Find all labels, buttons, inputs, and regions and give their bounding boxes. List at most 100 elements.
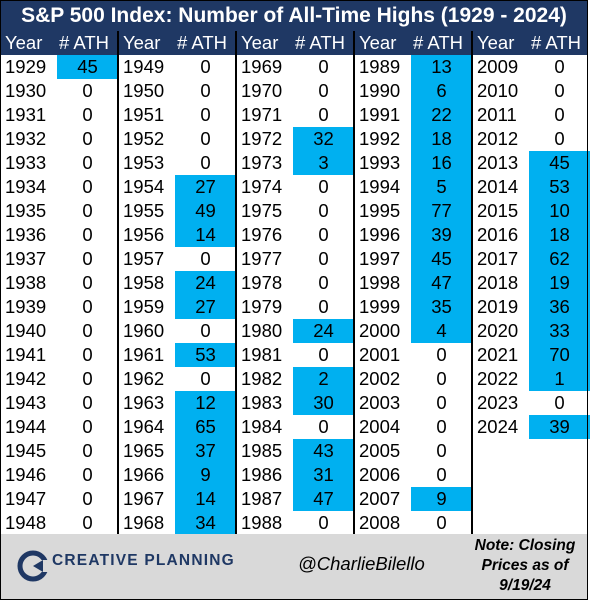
ath-value-cell: 47 bbox=[313, 488, 334, 509]
ath-value-cell: 0 bbox=[318, 176, 329, 197]
ath-highlight-bar bbox=[529, 247, 590, 271]
ath-highlight-bar bbox=[175, 175, 236, 199]
year-cell: 1945 bbox=[5, 440, 47, 461]
ath-value-cell: 37 bbox=[195, 440, 216, 461]
ath-highlight-bar bbox=[175, 415, 236, 439]
ath-highlight-bar bbox=[293, 367, 354, 391]
year-cell: 1958 bbox=[123, 272, 165, 293]
ath-highlight-bar bbox=[293, 319, 354, 343]
ath-highlight-bar bbox=[529, 271, 590, 295]
year-cell: 1929 bbox=[5, 56, 47, 77]
ath-value-cell: 39 bbox=[549, 416, 570, 437]
ath-highlight-bar bbox=[411, 247, 472, 271]
year-cell: 1949 bbox=[123, 56, 165, 77]
year-cell: 2006 bbox=[359, 464, 401, 485]
ath-value-cell: 24 bbox=[313, 320, 334, 341]
ath-value-cell: 0 bbox=[82, 416, 93, 437]
year-cell: 1968 bbox=[123, 512, 165, 533]
year-cell: 2020 bbox=[477, 320, 519, 341]
ath-value-cell: 0 bbox=[82, 80, 93, 101]
author-handle: @CharlieBilello bbox=[298, 553, 425, 574]
ath-highlight-bar bbox=[411, 295, 472, 319]
year-cell: 2005 bbox=[359, 440, 401, 461]
year-cell: 1946 bbox=[5, 464, 47, 485]
ath-value-cell: 9 bbox=[436, 488, 447, 509]
ath-value-cell: 13 bbox=[431, 56, 452, 77]
ath-highlight-bar bbox=[529, 175, 590, 199]
column-divider bbox=[117, 31, 119, 534]
ath-highlight-bar bbox=[175, 463, 236, 487]
header-ath: # ATH bbox=[531, 32, 582, 53]
year-cell: 2019 bbox=[477, 296, 519, 317]
ath-value-cell: 49 bbox=[195, 200, 216, 221]
ath-value-cell: 6 bbox=[436, 80, 447, 101]
year-cell: 1966 bbox=[123, 464, 165, 485]
ath-value-cell: 14 bbox=[195, 224, 216, 245]
year-cell: 1950 bbox=[123, 80, 165, 101]
year-cell: 1953 bbox=[123, 152, 165, 173]
ath-highlight-bar bbox=[175, 199, 236, 223]
ath-value-cell: 0 bbox=[82, 152, 93, 173]
ath-value-cell: 0 bbox=[82, 368, 93, 389]
year-cell: 1975 bbox=[241, 200, 283, 221]
year-cell: 1944 bbox=[5, 416, 47, 437]
ath-value-cell: 0 bbox=[318, 272, 329, 293]
ath-value-cell: 0 bbox=[436, 440, 447, 461]
ath-value-cell: 12 bbox=[195, 392, 216, 413]
ath-highlight-bar bbox=[411, 199, 472, 223]
year-cell: 2000 bbox=[359, 320, 401, 341]
ath-value-cell: 0 bbox=[200, 368, 211, 389]
header-year: Year bbox=[477, 32, 515, 53]
year-cell: 1942 bbox=[5, 368, 47, 389]
year-cell: 1970 bbox=[241, 80, 283, 101]
ath-highlight-bar bbox=[411, 103, 472, 127]
ath-value-cell: 9 bbox=[200, 464, 211, 485]
year-cell: 1996 bbox=[359, 224, 401, 245]
year-cell: 1967 bbox=[123, 488, 165, 509]
year-cell: 1981 bbox=[241, 344, 283, 365]
year-cell: 2011 bbox=[477, 104, 517, 125]
ath-value-cell: 36 bbox=[549, 296, 570, 317]
year-cell: 1984 bbox=[241, 416, 283, 437]
year-cell: 1947 bbox=[5, 488, 47, 509]
ath-highlight-bar bbox=[293, 439, 354, 463]
ath-value-cell: 53 bbox=[549, 176, 570, 197]
year-cell: 1990 bbox=[359, 80, 401, 101]
ath-highlight-bar bbox=[529, 343, 590, 367]
footer bbox=[1, 534, 587, 600]
ath-value-cell: 18 bbox=[549, 224, 570, 245]
ath-value-cell: 0 bbox=[82, 320, 93, 341]
ath-value-cell: 45 bbox=[77, 56, 98, 77]
year-cell: 1999 bbox=[359, 296, 401, 317]
ath-value-cell: 0 bbox=[82, 224, 93, 245]
column-divider bbox=[235, 31, 237, 534]
ath-value-cell: 0 bbox=[82, 296, 93, 317]
ath-highlight-bar bbox=[175, 511, 236, 535]
year-cell: 1974 bbox=[241, 176, 283, 197]
year-cell: 2018 bbox=[477, 272, 519, 293]
year-cell: 1932 bbox=[5, 128, 47, 149]
year-cell: 1961 bbox=[123, 344, 165, 365]
year-cell: 1993 bbox=[359, 152, 401, 173]
ath-highlight-bar bbox=[175, 343, 236, 367]
ath-value-cell: 0 bbox=[436, 344, 447, 365]
header-ath: # ATH bbox=[59, 32, 110, 53]
ath-value-cell: 0 bbox=[200, 152, 211, 173]
ath-value-cell: 77 bbox=[431, 200, 452, 221]
year-cell: 1955 bbox=[123, 200, 165, 221]
year-cell: 2009 bbox=[477, 56, 519, 77]
ath-value-cell: 0 bbox=[318, 56, 329, 77]
ath-highlight-bar bbox=[411, 175, 472, 199]
year-cell: 1983 bbox=[241, 392, 283, 413]
ath-value-cell: 0 bbox=[200, 56, 211, 77]
ath-value-cell: 0 bbox=[200, 128, 211, 149]
ath-value-cell: 0 bbox=[82, 128, 93, 149]
ath-value-cell: 70 bbox=[549, 344, 570, 365]
ath-value-cell: 65 bbox=[195, 416, 216, 437]
ath-highlight-bar bbox=[411, 55, 472, 79]
year-cell: 1988 bbox=[241, 512, 283, 533]
ath-value-cell: 53 bbox=[195, 344, 216, 365]
ath-highlight-bar bbox=[57, 55, 118, 79]
ath-value-cell: 31 bbox=[313, 464, 334, 485]
year-cell: 1934 bbox=[5, 176, 47, 197]
